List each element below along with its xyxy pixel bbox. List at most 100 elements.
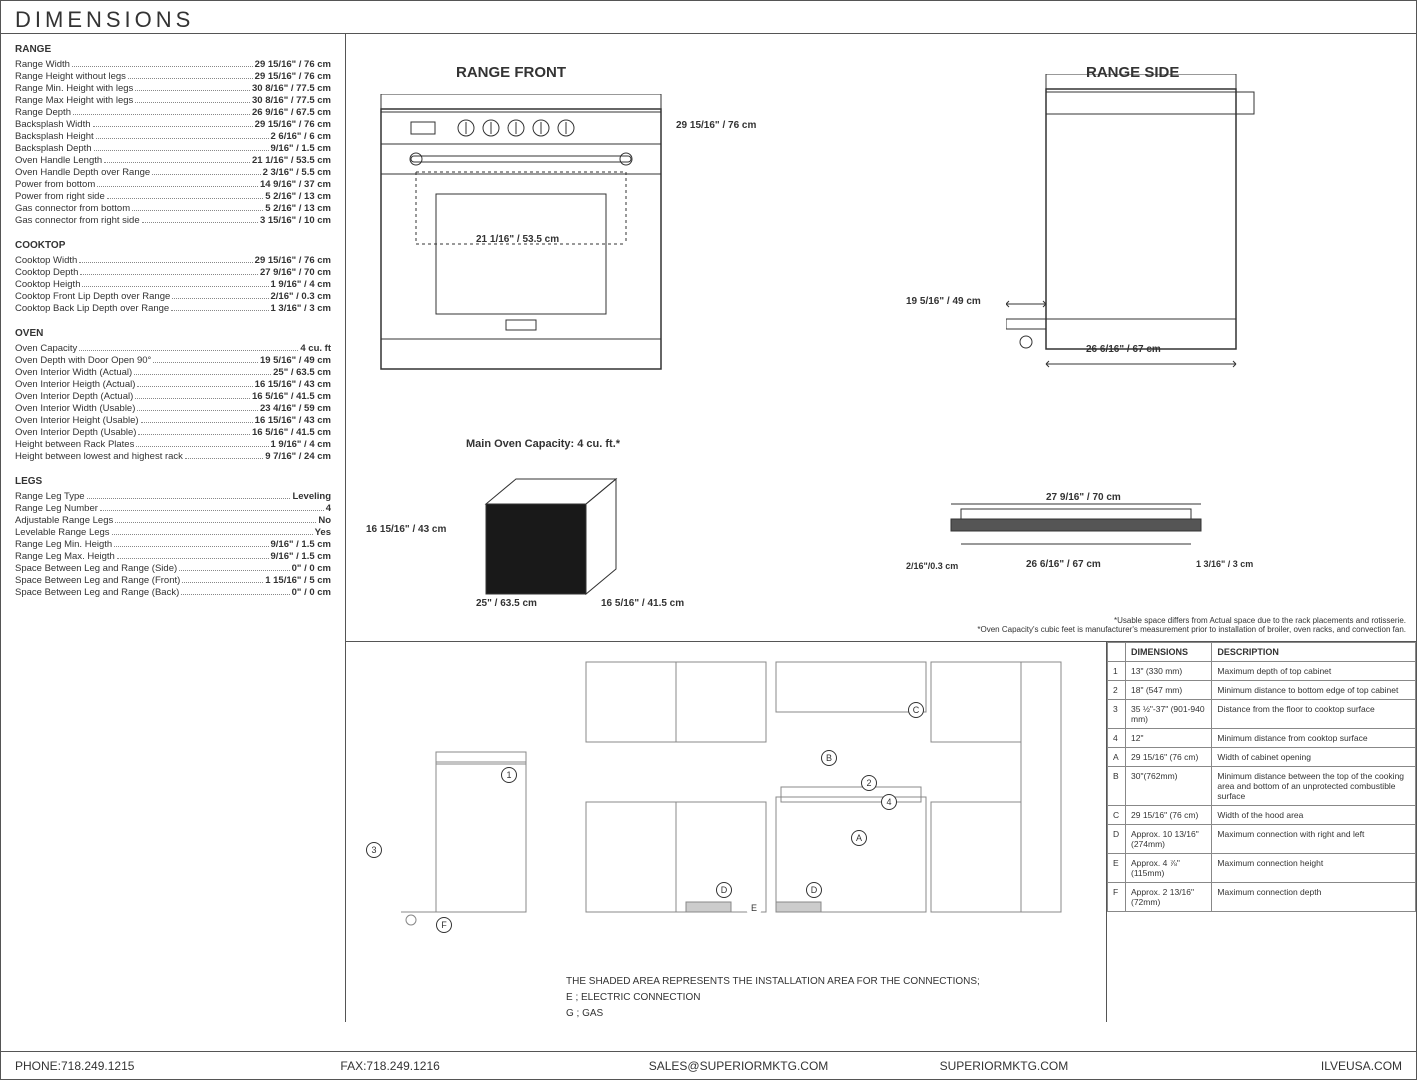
dim-row: Adjustable Range LegsNo <box>15 515 331 526</box>
footer-web1: SUPERIORMKTG.COM <box>871 1059 1136 1073</box>
dim-value: 9/16" / 1.5 cm <box>271 551 332 562</box>
cell-desc: Maximum connection height <box>1212 854 1416 883</box>
dim-row: Height between lowest and highest rack9 … <box>15 451 331 462</box>
dim-label: Cooktop Back Lip Depth over Range <box>15 303 169 314</box>
dim-label: Cooktop Depth <box>15 267 78 278</box>
dim-label: Range Max Height with legs <box>15 95 133 106</box>
dim-label: Height between Rack Plates <box>15 439 134 450</box>
dim-value: 1 15/16" / 5 cm <box>265 575 331 586</box>
dim-value: 3 15/16" / 10 cm <box>260 215 331 226</box>
dim-row: Gas connector from bottom5 2/16" / 13 cm <box>15 203 331 214</box>
dim-label: Oven Interior Heigth (Actual) <box>15 379 135 390</box>
cell-desc: Distance from the floor to cooktop surfa… <box>1212 700 1416 729</box>
cook-back-dim: 1 3/16" / 3 cm <box>1196 559 1253 569</box>
dim-value: 26 9/16" / 67.5 cm <box>252 107 331 118</box>
dim-row: Backsplash Width29 15/16" / 76 cm <box>15 119 331 130</box>
dim-row: Cooktop Front Lip Depth over Range2/16" … <box>15 291 331 302</box>
dim-label: Power from right side <box>15 191 105 202</box>
dim-value: 14 9/16" / 37 cm <box>260 179 331 190</box>
cooktop-diagram <box>946 499 1206 539</box>
dim-label: Oven Interior Depth (Usable) <box>15 427 136 438</box>
cell-key: F <box>1108 883 1126 912</box>
footer-email: SALES@SUPERIORMKTG.COM <box>606 1059 871 1073</box>
table-row: A29 15/16" (76 cm)Width of cabinet openi… <box>1108 748 1416 767</box>
handle-length-dim: 21 1/16" / 53.5 cm <box>476 234 559 245</box>
dim-label: Backsplash Width <box>15 119 91 130</box>
marker-D1: D <box>716 882 732 898</box>
dim-value: 9/16" / 1.5 cm <box>271 539 332 550</box>
table-row: FApprox. 2 13/16" (72mm)Maximum connecti… <box>1108 883 1416 912</box>
dim-label: Range Leg Max. Heigth <box>15 551 115 562</box>
dim-row: Power from right side 5 2/16" / 13 cm <box>15 191 331 202</box>
range-front-diagram: 21 1/16" / 53.5 cm <box>376 94 666 384</box>
install-notes: THE SHADED AREA REPRESENTS THE INSTALLAT… <box>566 974 980 1022</box>
dim-value: 16 15/16" / 43 cm <box>255 379 331 390</box>
marker-C: C <box>908 702 924 718</box>
dim-label: Oven Interior Width (Usable) <box>15 403 135 414</box>
cook-inner-dim: 26 6/16" / 67 cm <box>1026 559 1101 570</box>
dim-value: 5 2/16" / 13 cm <box>265 203 331 214</box>
table-row: 113" (330 mm)Maximum depth of top cabine… <box>1108 662 1416 681</box>
cook-w-dim: 27 9/16" / 70 cm <box>1046 492 1121 503</box>
dim-value: 9 7/16" / 24 cm <box>265 451 331 462</box>
dim-label: Range Leg Type <box>15 491 85 502</box>
dim-value: 4 cu. ft <box>300 343 331 354</box>
cell-desc: Maximum connection depth <box>1212 883 1416 912</box>
dim-row: Gas connector from right side3 15/16" / … <box>15 215 331 226</box>
th-dim: DIMENSIONS <box>1126 643 1212 662</box>
cell-desc: Minimum distance from cooktop surface <box>1212 729 1416 748</box>
dim-label: Levelable Range Legs <box>15 527 110 538</box>
dim-row: Range Leg TypeLeveling <box>15 491 331 502</box>
dim-row: Oven Interior Height (Usable)16 15/16" /… <box>15 415 331 426</box>
cell-desc: Width of cabinet opening <box>1212 748 1416 767</box>
dim-label: Oven Interior Width (Actual) <box>15 367 132 378</box>
cube-h-dim: 16 15/16" / 43 cm <box>366 524 446 535</box>
dim-label: Range Min. Height with legs <box>15 83 133 94</box>
dim-value: 29 15/16" / 76 cm <box>255 71 331 82</box>
dim-row: Range Width29 15/16" / 76 cm <box>15 59 331 70</box>
range-front-label: RANGE FRONT <box>456 64 566 81</box>
footer-fax: FAX:718.249.1216 <box>280 1059 605 1073</box>
footer-web2: ILVEUSA.COM <box>1137 1059 1402 1073</box>
note-3: G ; GAS <box>566 1006 980 1022</box>
dim-label: Backsplash Height <box>15 131 94 142</box>
dim-row: Space Between Leg and Range (Side)0" / 0… <box>15 563 331 574</box>
dim-label: Range Leg Min. Heigth <box>15 539 112 550</box>
dim-label: Range Width <box>15 59 70 70</box>
dim-value: 9/16" / 1.5 cm <box>271 143 332 154</box>
dim-row: Backsplash Depth9/16" / 1.5 cm <box>15 143 331 154</box>
cell-key: 2 <box>1108 681 1126 700</box>
table-row: 335 ½"-37" (901-940 mm)Distance from the… <box>1108 700 1416 729</box>
cell-key: B <box>1108 767 1126 806</box>
dim-row: Power from bottom 14 9/16" / 37 cm <box>15 179 331 190</box>
table-row: 218" (547 mm)Minimum distance to bottom … <box>1108 681 1416 700</box>
marker-2: 2 <box>861 775 877 791</box>
oven-capacity-label: Main Oven Capacity: 4 cu. ft.* <box>466 438 620 450</box>
cell-dim: 30"(762mm) <box>1126 767 1212 806</box>
cell-dim: 13" (330 mm) <box>1126 662 1212 681</box>
cube-d-dim: 16 5/16" / 41.5 cm <box>601 598 684 609</box>
marker-F: F <box>436 917 452 933</box>
table-row: C29 15/16" (76 cm)Width of the hood area <box>1108 806 1416 825</box>
section-header-range: RANGE <box>15 44 331 55</box>
marker-D2: D <box>806 882 822 898</box>
dim-label: Power from bottom <box>15 179 95 190</box>
front-height-dim: 29 15/16" / 76 cm <box>676 120 756 131</box>
dim-value: 23 4/16" / 59 cm <box>260 403 331 414</box>
cell-desc: Width of the hood area <box>1212 806 1416 825</box>
table-row: DApprox. 10 13/16" (274mm)Maximum connec… <box>1108 825 1416 854</box>
dim-label: Oven Interior Depth (Actual) <box>15 391 133 402</box>
cell-dim: 35 ½"-37" (901-940 mm) <box>1126 700 1212 729</box>
dim-label: Oven Interior Height (Usable) <box>15 415 139 426</box>
marker-1: 1 <box>501 767 517 783</box>
cell-desc: Maximum connection with right and left <box>1212 825 1416 854</box>
diagrams-area: RANGE FRONT RANGE SIDE <box>346 34 1416 1022</box>
dim-value: 5 2/16" / 13 cm <box>265 191 331 202</box>
cell-key: 4 <box>1108 729 1126 748</box>
dim-row: Height between Rack Plates1 9/16" / 4 cm <box>15 439 331 450</box>
marker-4: 4 <box>881 794 897 810</box>
dim-value: 21 1/16" / 53.5 cm <box>252 155 331 166</box>
dim-label: Range Depth <box>15 107 71 118</box>
marker-B: B <box>821 750 837 766</box>
dim-value: 30 8/16" / 77.5 cm <box>252 83 331 94</box>
